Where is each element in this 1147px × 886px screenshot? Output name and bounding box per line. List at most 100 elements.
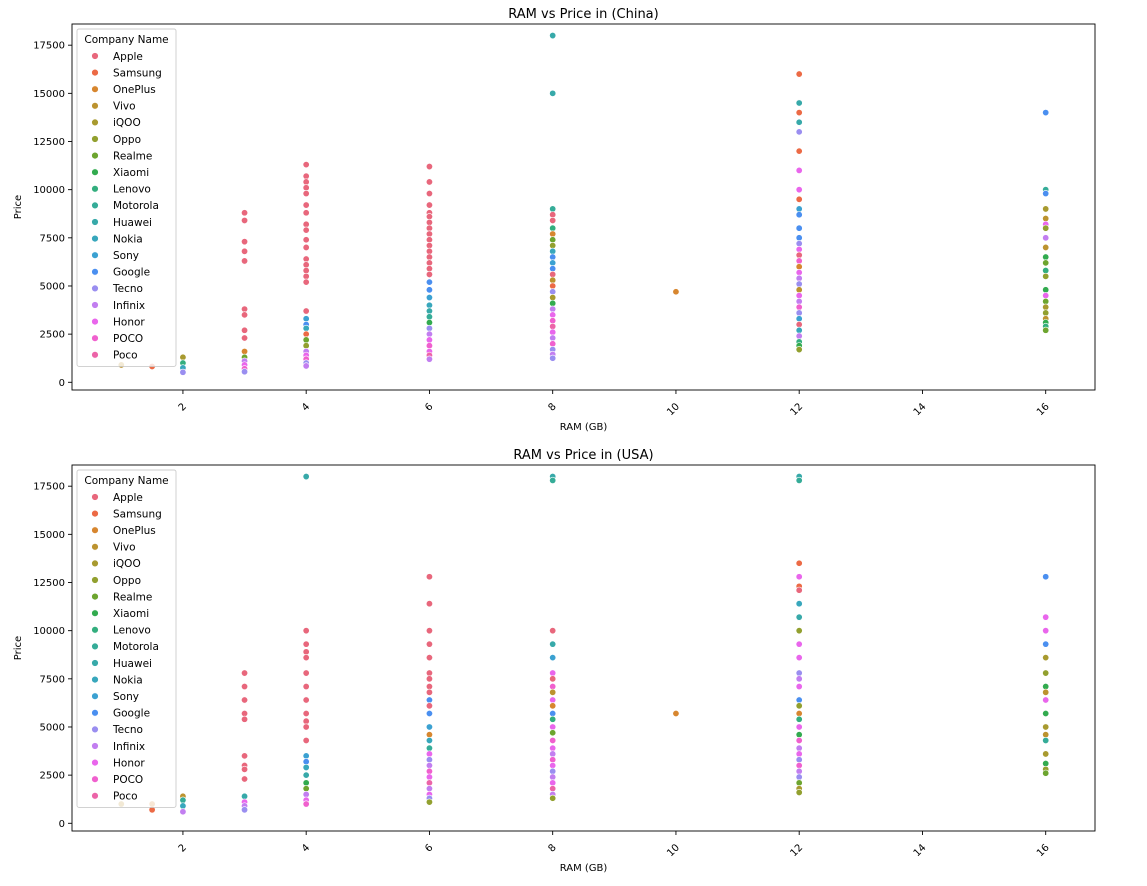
x-tick-label: 14 bbox=[912, 401, 929, 418]
data-point bbox=[549, 247, 557, 255]
data-point bbox=[302, 648, 310, 656]
data-point bbox=[425, 627, 433, 635]
data-point bbox=[179, 802, 187, 810]
data-point bbox=[425, 242, 433, 250]
legend-marker bbox=[91, 218, 99, 226]
data-point bbox=[302, 272, 310, 280]
legend-marker bbox=[91, 742, 99, 750]
data-point bbox=[795, 280, 803, 288]
data-point bbox=[549, 294, 557, 302]
data-point bbox=[425, 744, 433, 752]
data-point bbox=[549, 767, 557, 775]
legend-marker bbox=[91, 251, 99, 259]
data-point bbox=[795, 696, 803, 704]
data-point bbox=[302, 640, 310, 648]
legend-label: Samsung bbox=[113, 508, 162, 520]
data-point bbox=[795, 600, 803, 608]
data-point bbox=[1042, 259, 1050, 267]
data-point bbox=[425, 270, 433, 278]
data-point bbox=[549, 299, 557, 307]
x-tick-label: 4 bbox=[300, 842, 312, 854]
legend-box bbox=[76, 28, 177, 367]
data-point bbox=[425, 163, 433, 171]
data-point bbox=[549, 654, 557, 662]
data-point bbox=[1042, 326, 1050, 334]
legend-label: Huawei bbox=[113, 217, 152, 229]
legend-marker bbox=[91, 317, 99, 326]
legend-label: Sony bbox=[113, 250, 139, 262]
data-point bbox=[425, 330, 433, 338]
data-point bbox=[1042, 253, 1050, 261]
data-point bbox=[241, 765, 249, 773]
data-point bbox=[1042, 760, 1050, 768]
legend-marker bbox=[91, 592, 99, 601]
legend-marker bbox=[91, 284, 99, 293]
data-point bbox=[425, 756, 433, 764]
legend-marker bbox=[91, 85, 99, 93]
data-point bbox=[1042, 215, 1050, 223]
x-tick-label: 12 bbox=[789, 401, 806, 418]
legend-marker bbox=[91, 201, 99, 210]
data-point bbox=[302, 342, 310, 350]
data-point bbox=[425, 573, 433, 581]
data-point bbox=[795, 286, 803, 294]
x-axis-label: RAM (GB) bbox=[560, 863, 608, 874]
legend-label: iQOO bbox=[113, 558, 141, 570]
data-point bbox=[302, 683, 310, 691]
data-point bbox=[241, 238, 249, 246]
data-point bbox=[179, 368, 187, 376]
data-point bbox=[795, 640, 803, 648]
data-point bbox=[241, 683, 249, 691]
data-point bbox=[549, 216, 557, 224]
data-point bbox=[795, 779, 803, 787]
data-point bbox=[549, 773, 557, 781]
data-point bbox=[241, 669, 249, 677]
y-tick-label: 12500 bbox=[33, 137, 65, 148]
legend-marker bbox=[91, 234, 99, 243]
data-point bbox=[549, 640, 557, 648]
data-point bbox=[302, 267, 310, 275]
data-point bbox=[1042, 309, 1050, 317]
data-point bbox=[549, 702, 557, 710]
data-point bbox=[425, 190, 433, 198]
data-point bbox=[795, 709, 803, 717]
legend-marker bbox=[91, 725, 99, 734]
data-point bbox=[795, 675, 803, 683]
data-point bbox=[302, 752, 310, 760]
legend-marker bbox=[91, 493, 99, 501]
data-point bbox=[1042, 731, 1050, 739]
data-point bbox=[1042, 723, 1050, 731]
legend-label: Google bbox=[113, 267, 150, 279]
data-point bbox=[795, 224, 803, 232]
data-point bbox=[549, 762, 557, 770]
x-tick-label: 2 bbox=[177, 401, 189, 413]
data-point bbox=[1042, 709, 1050, 717]
legend-marker bbox=[91, 168, 99, 176]
legend-marker bbox=[91, 576, 99, 584]
data-point bbox=[795, 744, 803, 752]
legend-label: POCO bbox=[113, 774, 143, 786]
legend-marker bbox=[91, 642, 99, 651]
data-point bbox=[1042, 205, 1050, 213]
legend-label: Infinix bbox=[113, 741, 145, 753]
legend-label: Vivo bbox=[113, 542, 136, 554]
data-point bbox=[1042, 736, 1050, 744]
data-point bbox=[549, 334, 557, 342]
legend-label: Lenovo bbox=[113, 184, 151, 196]
data-point bbox=[795, 669, 803, 677]
legend-box bbox=[76, 469, 177, 808]
data-point bbox=[425, 224, 433, 232]
data-point bbox=[302, 209, 310, 217]
legend-label: Apple bbox=[113, 51, 143, 63]
data-point bbox=[302, 723, 310, 731]
data-point bbox=[425, 750, 433, 758]
data-point bbox=[549, 683, 557, 691]
data-point bbox=[425, 286, 433, 294]
data-point bbox=[795, 773, 803, 781]
data-point bbox=[549, 253, 557, 261]
legend-marker bbox=[91, 792, 99, 800]
data-point bbox=[795, 118, 803, 126]
legend-label: Samsung bbox=[113, 67, 162, 79]
data-point bbox=[795, 756, 803, 764]
data-point bbox=[795, 268, 803, 276]
